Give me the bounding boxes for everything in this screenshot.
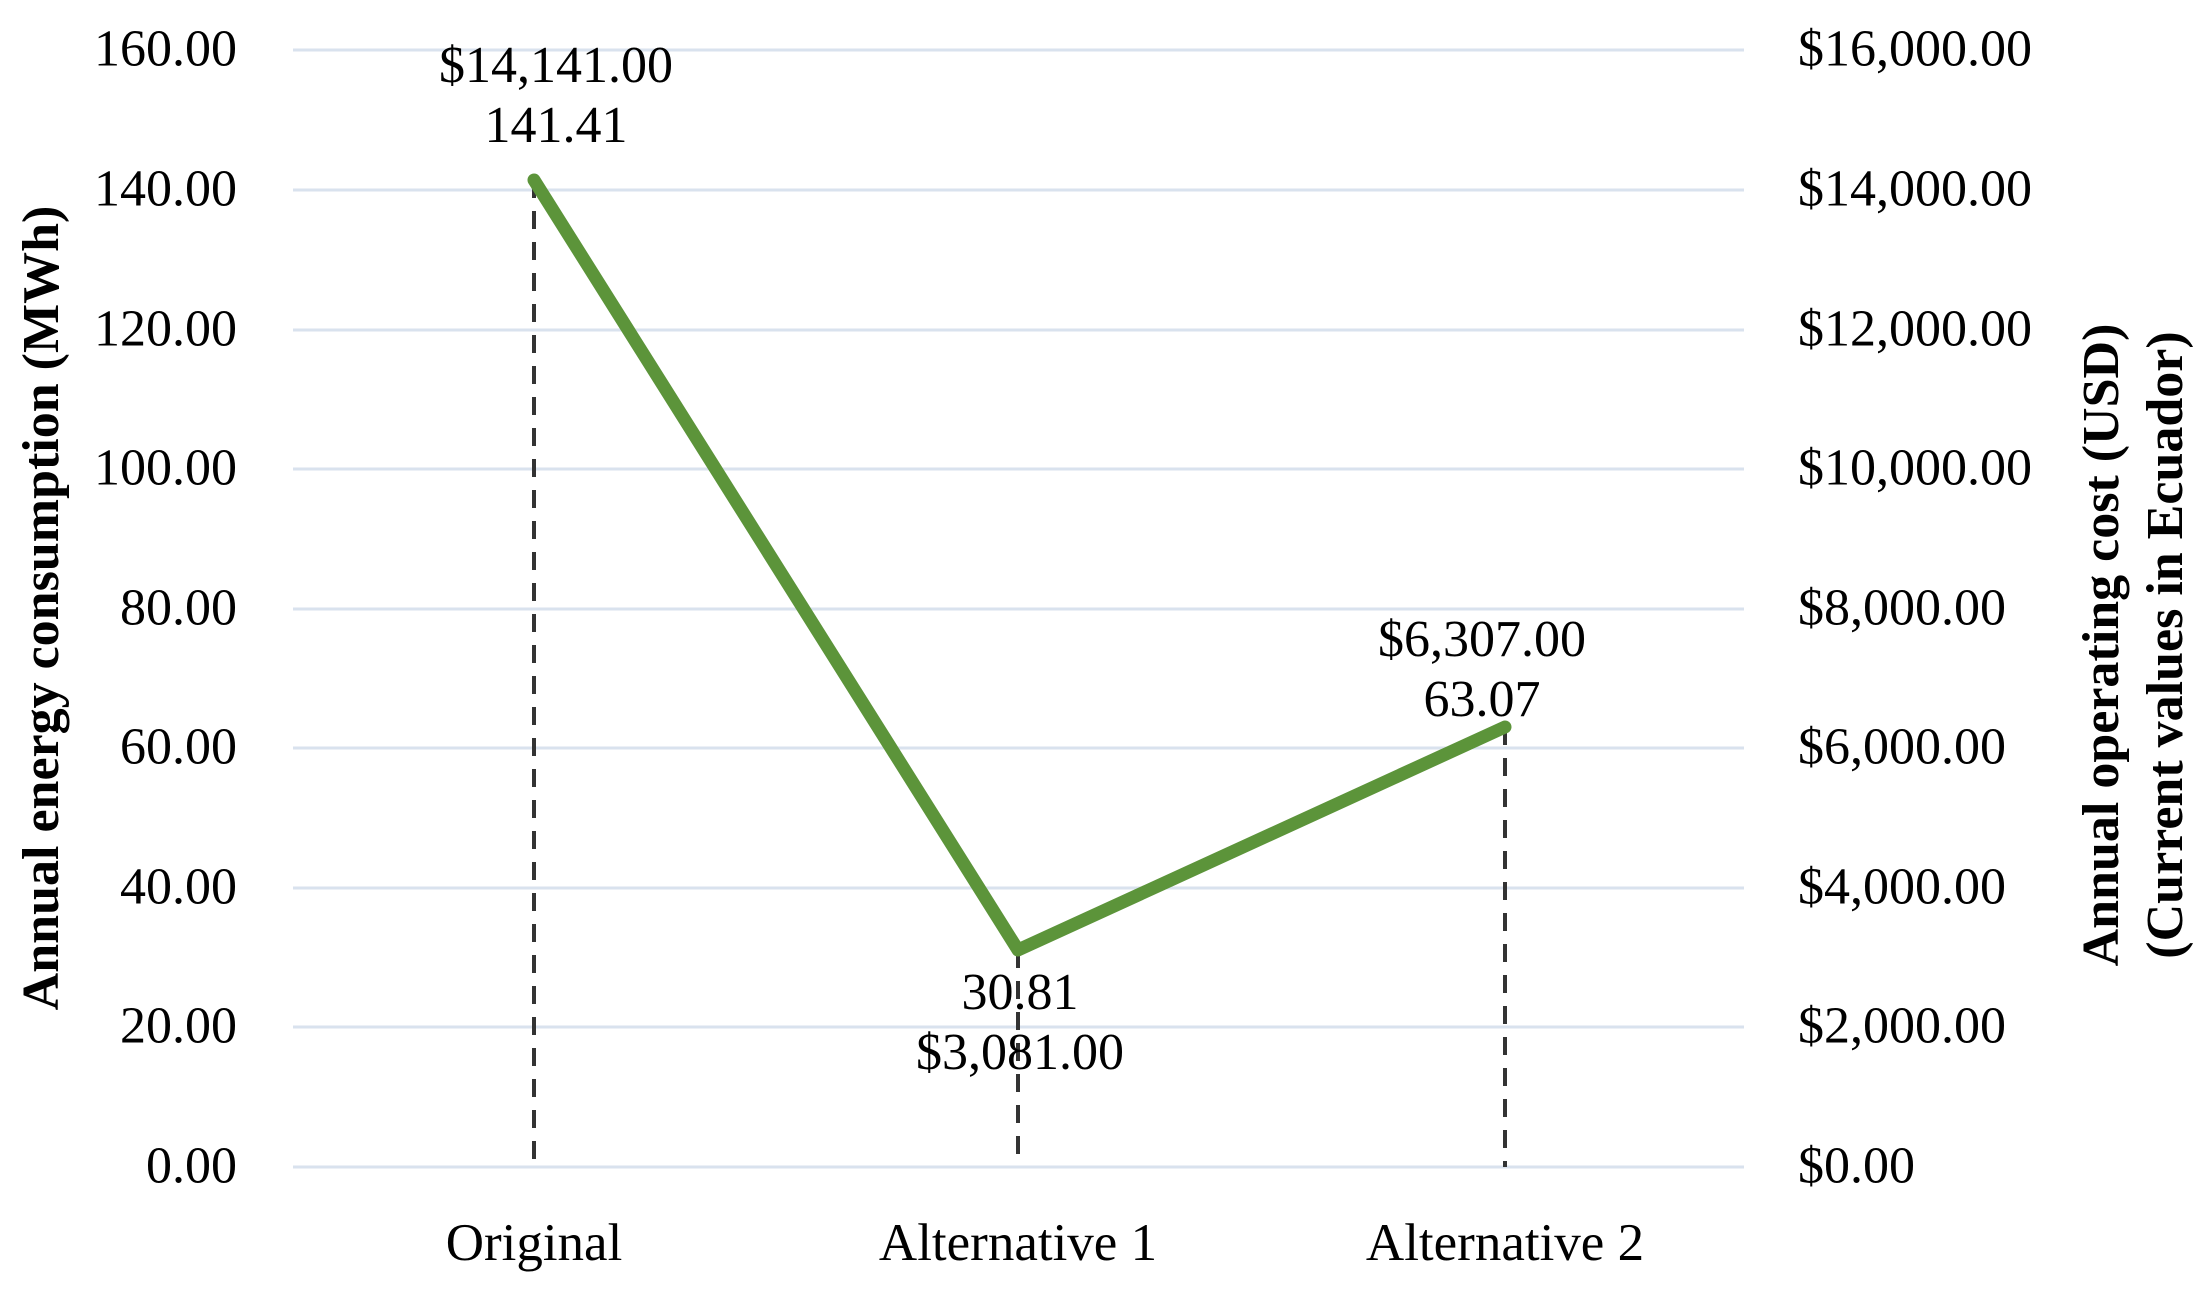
category-label-alternative1: Alternative 1 xyxy=(878,1214,1158,1272)
left-axis-tick: 160.00 xyxy=(94,20,237,78)
right-axis-title: Annual operating cost (USD) (Current val… xyxy=(2070,324,2198,967)
data-label-original-cost: $14,141.00 xyxy=(439,37,673,94)
right-axis-title-line2: (Current values in Ecuador) xyxy=(2137,331,2194,959)
data-label-alternative1: 30.81 $3,081.00 xyxy=(916,963,1124,1083)
left-axis-tick: 40.00 xyxy=(120,858,237,916)
left-axis-tick: 0.00 xyxy=(146,1137,237,1195)
data-label-alternative2-energy: 63.07 xyxy=(1423,671,1541,728)
category-label-alternative2: Alternative 2 xyxy=(1365,1214,1645,1272)
data-label-alternative1-energy: 30.81 xyxy=(961,964,1079,1021)
right-axis-tick: $8,000.00 xyxy=(1798,579,2006,637)
right-axis-tick: $2,000.00 xyxy=(1798,997,2006,1055)
category-label-original: Original xyxy=(445,1214,623,1272)
left-axis-tick: 100.00 xyxy=(94,439,237,497)
left-axis-tick: 60.00 xyxy=(120,718,237,776)
right-axis-tick: $16,000.00 xyxy=(1798,20,2032,78)
left-axis-tick: 120.00 xyxy=(94,300,237,358)
data-label-original: $14,141.00 141.41 xyxy=(439,36,673,156)
right-axis-tick: $12,000.00 xyxy=(1798,300,2032,358)
left-axis-tick: 140.00 xyxy=(94,160,237,218)
right-axis-tick: $14,000.00 xyxy=(1798,160,2032,218)
right-axis-title-line1: Annual operating cost (USD) xyxy=(2073,323,2130,967)
right-axis-tick: $4,000.00 xyxy=(1798,858,2006,916)
data-label-original-energy: 141.41 xyxy=(484,97,628,154)
right-axis-tick: $6,000.00 xyxy=(1798,718,2006,776)
left-axis-title: Annual energy consumption (MWh) xyxy=(13,205,70,1011)
left-axis-tick: 80.00 xyxy=(120,579,237,637)
data-label-alternative1-cost: $3,081.00 xyxy=(916,1024,1124,1081)
data-label-alternative2-cost: $6,307.00 xyxy=(1378,611,1586,668)
right-axis-tick: $0.00 xyxy=(1798,1137,1915,1195)
data-label-alternative2: $6,307.00 63.07 xyxy=(1378,610,1586,730)
series-line xyxy=(527,173,1512,957)
right-axis-tick: $10,000.00 xyxy=(1798,439,2032,497)
left-axis-tick: 20.00 xyxy=(120,997,237,1055)
leader-lines xyxy=(532,180,1507,1167)
